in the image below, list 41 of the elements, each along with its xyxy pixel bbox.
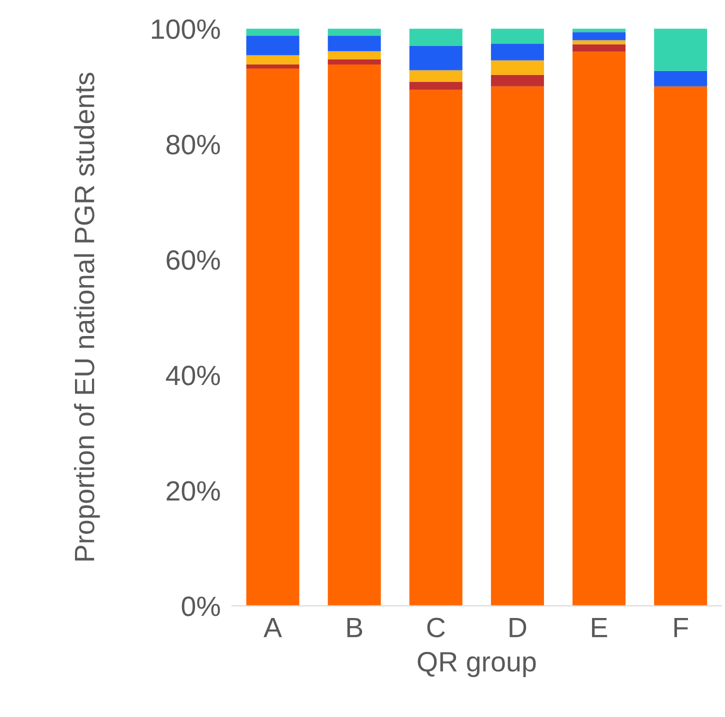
bar xyxy=(246,64,300,69)
x-tick-label: B xyxy=(347,618,362,638)
bar xyxy=(409,46,462,70)
bar xyxy=(572,44,626,52)
x-tick-label: A xyxy=(264,618,282,638)
bar xyxy=(246,55,300,64)
x-tick-label: E xyxy=(592,618,608,638)
bar xyxy=(409,28,462,46)
bar xyxy=(654,70,708,86)
y-tick-label: 100% xyxy=(152,19,220,40)
y-tick-label: 40% xyxy=(166,366,220,386)
x-tick-label: D xyxy=(510,618,526,638)
bar xyxy=(409,70,462,82)
bar xyxy=(246,68,300,606)
bar xyxy=(572,32,626,40)
bar xyxy=(328,51,381,60)
y-axis-title: Proportion of EU national PGR students xyxy=(74,72,100,560)
bar xyxy=(572,52,626,606)
bar xyxy=(654,28,708,71)
bar xyxy=(490,44,544,60)
bar xyxy=(409,90,462,606)
y-tick-label: 80% xyxy=(166,134,220,154)
y-tick-label: 60% xyxy=(166,250,220,270)
bar xyxy=(490,86,544,606)
x-tick-label: F xyxy=(674,618,688,638)
bar xyxy=(328,64,381,606)
x-tick-label: C xyxy=(427,618,445,638)
bar xyxy=(490,60,544,75)
x-axis-title: QR group xyxy=(418,652,536,678)
bar xyxy=(246,28,300,36)
bar xyxy=(246,36,300,56)
y-tick-label: 0% xyxy=(182,596,220,616)
bar xyxy=(328,36,381,52)
bar xyxy=(328,59,381,64)
bar xyxy=(654,86,708,606)
bar xyxy=(490,28,544,44)
y-tick-label: 20% xyxy=(166,481,220,501)
bar xyxy=(490,74,544,86)
bar xyxy=(572,40,626,44)
bar xyxy=(328,28,381,36)
bar xyxy=(409,82,462,90)
